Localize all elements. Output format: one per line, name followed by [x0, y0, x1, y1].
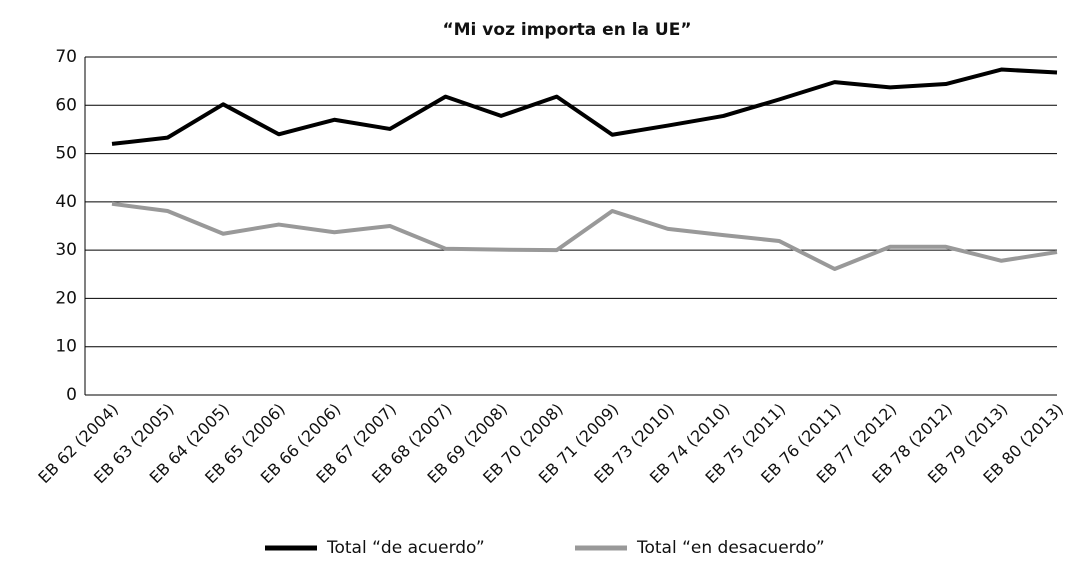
y-tick-label: 50: [55, 144, 77, 164]
chart-title: “Mi voz importa en la UE”: [442, 20, 691, 40]
y-tick-label: 10: [55, 337, 77, 357]
y-tick-label: 60: [55, 95, 77, 115]
series-line: [111, 67, 1058, 146]
y-tick-label: 70: [55, 47, 77, 67]
y-tick-label: 20: [55, 288, 77, 308]
y-tick-label: 30: [55, 240, 77, 260]
y-tick-label: 40: [55, 192, 77, 212]
legend-label: Total “de acuerdo”: [326, 538, 485, 558]
y-tick-label: 0: [66, 385, 77, 405]
series-line: [111, 201, 1058, 271]
legend-label: Total “en desacuerdo”: [636, 538, 825, 558]
